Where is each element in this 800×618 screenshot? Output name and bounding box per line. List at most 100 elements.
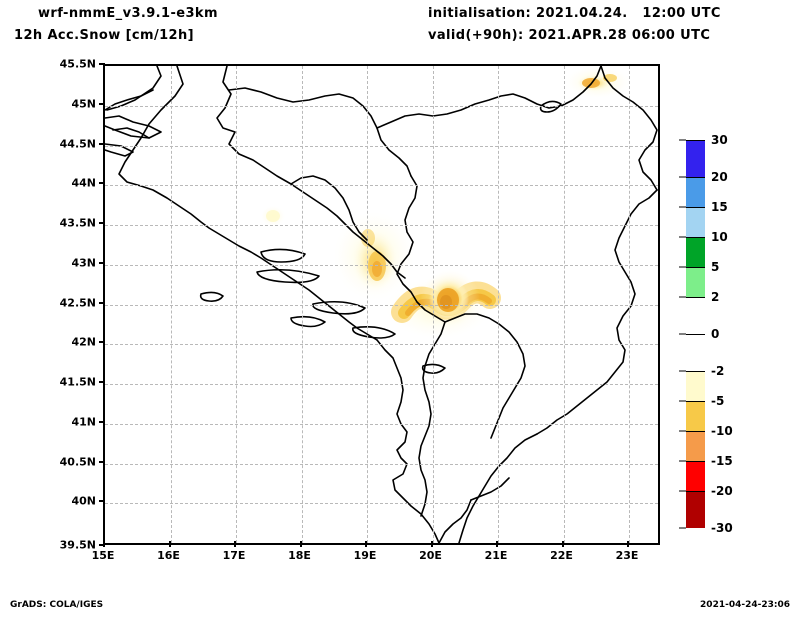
colorbar-tick-label: 2 (711, 290, 720, 304)
x-tick-label: 18E (288, 549, 311, 562)
colorbar[interactable]: 30 20 15 10 5 2 0 -2 -5 -10 -15 -20 -30 (679, 133, 733, 535)
gridline-horizontal (105, 225, 658, 226)
map-plot-area[interactable] (103, 64, 660, 545)
colorbar-tick (679, 430, 686, 432)
colorbar-tick (679, 370, 686, 372)
valid-time-label: valid(+90h): 2021.APR.28 06:00 UTC (428, 28, 711, 43)
y-tick-label: 41.5N (59, 375, 96, 389)
y-tick-mark (99, 341, 105, 344)
colorbar-segment[interactable] (686, 431, 705, 461)
colorbar-segment[interactable] (686, 177, 705, 207)
gridline-horizontal (105, 503, 658, 505)
y-tick-mark (99, 182, 105, 185)
grads-credit-label: GrADS: COLA/IGES (10, 600, 104, 610)
gridline-horizontal (105, 344, 658, 346)
colorbar-segment[interactable] (686, 267, 705, 297)
colorbar-tick-label: -5 (711, 394, 725, 408)
x-tick-mark (561, 541, 564, 547)
map-coastlines (105, 66, 658, 543)
colorbar-tick-label: 20 (711, 170, 728, 184)
colorbar-segment[interactable] (686, 237, 705, 267)
colorbar-tick-label: 15 (711, 200, 728, 214)
snow-field-layer (261, 66, 630, 338)
y-tick-label: 45N (71, 97, 96, 111)
x-tick-label: 15E (91, 549, 115, 562)
colorbar-segment[interactable] (686, 401, 705, 431)
colorbar-tick-label: 30 (711, 133, 728, 147)
gridline-horizontal (105, 304, 658, 306)
model-name-label: wrf-nmmE_v3.9.1-e3km (38, 6, 218, 21)
y-tick-label: 44.5N (59, 137, 96, 150)
x-tick-label: 19E (353, 549, 377, 562)
colorbar-segment[interactable] (686, 207, 705, 237)
x-tick-mark (103, 541, 105, 547)
y-tick-label: 44N (71, 176, 96, 190)
y-tick-mark (99, 261, 105, 264)
map-canvas (105, 66, 658, 543)
x-tick-mark (168, 541, 171, 547)
y-tick-mark (99, 63, 105, 65)
colorbar-tick (679, 266, 686, 268)
colorbar-tick (679, 176, 686, 178)
y-tick-mark (99, 301, 105, 304)
colorbar-tick-label: 5 (711, 260, 720, 274)
y-tick-label: 40N (71, 494, 96, 508)
colorbar-tick-label: -20 (711, 484, 733, 498)
colorbar-tick (679, 460, 686, 462)
x-tick-label: 20E (419, 549, 442, 562)
y-tick-mark (99, 222, 105, 224)
colorbar-tick (679, 333, 686, 335)
colorbar-tick-label: 10 (711, 230, 728, 244)
x-tick-mark (627, 541, 629, 547)
colorbar-tick (679, 206, 686, 208)
colorbar-tick (679, 400, 686, 402)
colorbar-segment[interactable] (686, 140, 705, 177)
y-tick-mark (99, 381, 105, 383)
initialisation-label: initialisation: 2021.04.24. 12:00 UTC (428, 6, 721, 21)
x-tick-mark (299, 541, 302, 547)
y-tick-label: 45.5N (59, 57, 96, 71)
render-timestamp-label: 2021-04-24-23:06 (700, 600, 790, 610)
colorbar-segment[interactable] (686, 371, 705, 401)
y-tick-label: 40.5N (59, 455, 96, 468)
y-tick-mark (99, 142, 105, 145)
gridline-horizontal (105, 384, 658, 385)
y-tick-mark (99, 460, 105, 463)
colorbar-tick-label: -30 (711, 521, 733, 535)
y-tick-label: 43N (71, 256, 96, 270)
y-tick-label: 42.5N (59, 296, 96, 309)
colorbar-segment[interactable] (686, 461, 705, 491)
y-tick-mark (99, 420, 105, 423)
y-tick-label: 42N (71, 335, 96, 349)
gridline-horizontal (105, 423, 658, 425)
colorbar-tick-label: 0 (711, 327, 720, 341)
colorbar-tick (679, 527, 686, 529)
y-tick-mark (99, 544, 105, 546)
colorbar-segment[interactable] (686, 334, 705, 371)
gridline-horizontal (105, 145, 658, 147)
gridline-horizontal (105, 264, 658, 266)
gridline-horizontal (105, 185, 658, 187)
colorbar-tick (679, 139, 686, 141)
x-tick-mark (365, 541, 367, 547)
x-tick-mark (234, 541, 236, 547)
y-tick-label: 41N (71, 415, 96, 429)
colorbar-segment[interactable] (686, 297, 705, 334)
y-tick-label: 39.5N (59, 538, 96, 552)
x-tick-label: 23E (615, 549, 639, 562)
colorbar-segment[interactable] (686, 491, 705, 528)
colorbar-tick (679, 490, 686, 492)
colorbar-tick-label: -10 (711, 424, 733, 438)
y-tick-mark (99, 102, 105, 105)
field-name-label: 12h Acc.Snow [cm/12h] (14, 28, 194, 43)
colorbar-tick-label: -2 (711, 364, 725, 378)
x-tick-label: 22E (550, 549, 573, 562)
y-tick-mark (99, 500, 105, 503)
colorbar-tick-label: -15 (711, 454, 733, 468)
x-tick-mark (430, 541, 433, 547)
x-tick-label: 16E (157, 549, 180, 562)
gridline-horizontal (105, 105, 658, 107)
x-tick-label: 21E (484, 549, 508, 562)
colorbar-tick (679, 236, 686, 238)
colorbar-tick (679, 296, 686, 298)
